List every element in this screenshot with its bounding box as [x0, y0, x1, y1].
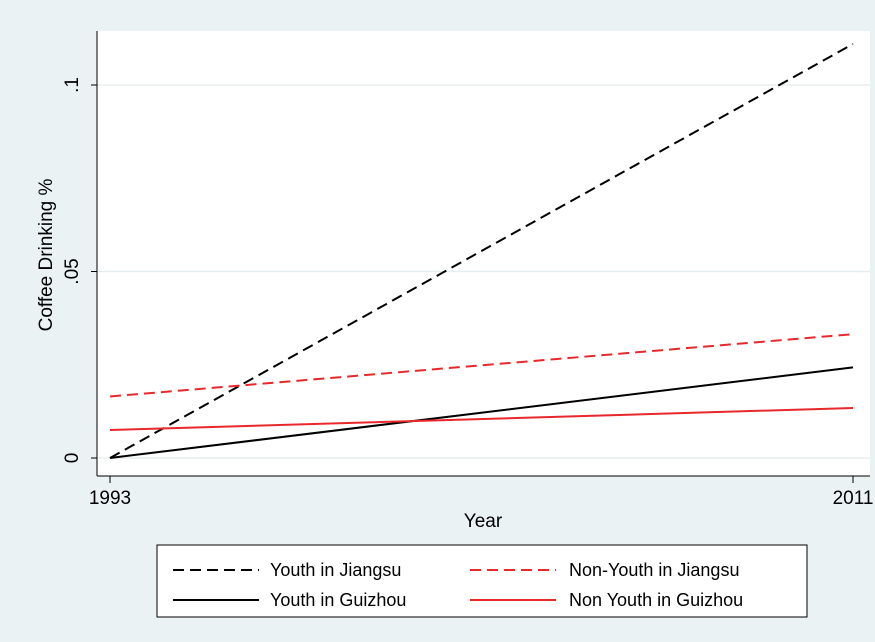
y-axis-title: Coffee Drinking % [36, 179, 57, 332]
x-tick-label-0: 1993 [89, 488, 131, 509]
axis-ticks: 0 .05 .1 1993 2011 [62, 77, 873, 509]
y-tick-label-2: .1 [62, 77, 83, 93]
legend-label-0: Youth in Jiangsu [270, 560, 401, 580]
gridlines [97, 84, 870, 459]
legend: Youth in Jiangsu Non-Youth in Jiangsu Yout… [156, 544, 808, 618]
series-lines [109, 43, 854, 459]
legend-label-1: Non-Youth in Jiangsu [569, 560, 739, 580]
x-axis-title: Year [464, 511, 503, 532]
series-line-1 [109, 333, 854, 398]
y-tick-label-0: 0 [62, 453, 83, 464]
y-tick-label-1: .05 [62, 258, 83, 284]
series-line-2 [109, 366, 854, 459]
legend-items: Youth in Jiangsu Non-Youth in Jiangsu Yout… [173, 560, 743, 610]
x-tick-label-1: 2011 [833, 488, 874, 509]
series-line-0 [109, 43, 854, 459]
plot-area [97, 31, 870, 476]
legend-label-2: Youth in Guizhou [270, 590, 406, 610]
series-line-3 [109, 407, 854, 432]
legend-box [156, 544, 808, 618]
legend-label-3: Non Youth in Guizhou [569, 590, 743, 610]
